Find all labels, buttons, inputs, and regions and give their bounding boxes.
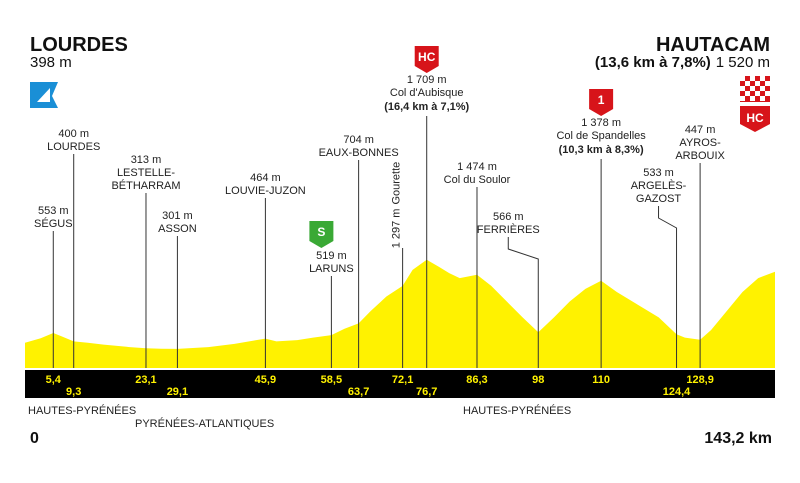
km-label: 23,1: [135, 374, 156, 386]
waypoint-altitude: 519 m: [316, 250, 347, 262]
waypoint-altitude: 704 m: [343, 134, 374, 146]
finish-km: 143,2 km: [704, 430, 772, 447]
climb-badge-shape: [414, 46, 439, 73]
waypoint-name: FERRIÈRES: [477, 223, 540, 236]
start-altitude: 398 m: [30, 54, 72, 71]
waypoint-altitude: 1 378 m: [581, 117, 621, 129]
km-label: 63,7: [348, 386, 369, 398]
region-label: HAUTES-PYRÉNÉES: [28, 404, 136, 417]
waypoint-label: 1 297 m Gourette: [391, 162, 403, 249]
leader-line: [507, 237, 539, 368]
climb-badge: 1: [598, 93, 605, 107]
region-label: PYRÉNÉES-ATLANTIQUES: [135, 417, 274, 430]
waypoint-altitude: 1 709 m: [407, 74, 447, 86]
climb-badge-shape: [589, 89, 614, 116]
km-label: 124,4: [663, 386, 691, 398]
waypoint-name: LESTELLE-: [117, 167, 175, 179]
climb-badge: HC: [418, 50, 436, 64]
finish-badge: HC: [746, 111, 764, 125]
km-label: 98: [532, 374, 544, 386]
km-label: 9,3: [66, 386, 81, 398]
waypoint-name: Col d'Aubisque: [390, 87, 464, 99]
finish-name: HAUTACAM: [656, 34, 770, 56]
start-name: LOURDES: [30, 34, 128, 56]
waypoint-name: SÉGUS: [34, 217, 73, 230]
km-label: 5,4: [46, 374, 62, 386]
waypoint-altitude: 1 297 m: [391, 209, 403, 249]
start-flag-arrow: [37, 88, 50, 102]
waypoint-name: ARGELÈS-: [631, 179, 687, 192]
waypoint-name: LOURDES: [47, 141, 100, 153]
km-label: 72,1: [392, 374, 413, 386]
finish-info: (13,6 km à 7,8%) 1 520 m: [595, 54, 770, 71]
waypoint-name: EAUX-BONNES: [319, 147, 399, 159]
finish-flag: [740, 76, 770, 102]
km-label: 128,9: [686, 374, 714, 386]
waypoint-name: ARBOUIX: [675, 150, 725, 162]
waypoint-name: GAZOST: [636, 193, 682, 205]
km-label: 76,7: [416, 386, 437, 398]
waypoint-altitude: 447 m: [685, 124, 716, 136]
waypoint-altitude: 313 m: [131, 154, 162, 166]
waypoint-altitude: 1 474 m: [457, 161, 497, 173]
waypoint-altitude: 533 m: [643, 167, 674, 179]
km-label: 45,9: [255, 374, 276, 386]
km-label: 86,3: [466, 374, 487, 386]
waypoint-name: Gourette: [391, 162, 403, 205]
waypoint-name: BÉTHARRAM: [111, 179, 180, 192]
waypoint-name: ASSON: [158, 223, 197, 235]
km-label: 110: [592, 374, 610, 386]
finish-altitude: 1 520 m: [716, 54, 770, 71]
climb-badge-shape: [309, 221, 334, 248]
waypoint-name: Col du Soulor: [444, 174, 511, 186]
leader-line: [658, 206, 678, 368]
waypoint-altitude: 400 m: [58, 128, 89, 140]
elevation-profile: [25, 259, 775, 368]
waypoint-climb: (16,4 km à 7,1%): [384, 101, 469, 113]
km-label: 29,1: [167, 386, 188, 398]
waypoint-name: LOUVIE-JUZON: [225, 185, 306, 197]
finish-climb: (13,6 km à 7,8%): [595, 54, 711, 71]
waypoint-altitude: 553 m: [38, 205, 69, 217]
waypoint-altitude: 566 m: [493, 211, 524, 223]
finish-badge-shape: [740, 106, 770, 132]
climb-badge: S: [317, 225, 325, 239]
waypoint-name: LARUNS: [309, 263, 354, 275]
start-km: 0: [30, 430, 39, 447]
km-label: 58,5: [321, 374, 342, 386]
waypoint-name: Col de Spandelles: [556, 130, 646, 142]
waypoint-altitude: 301 m: [162, 210, 193, 222]
km-band: [25, 370, 775, 398]
region-label: HAUTES-PYRÉNÉES: [463, 404, 571, 417]
waypoint-altitude: 464 m: [250, 172, 281, 184]
waypoint-climb: (10,3 km à 8,3%): [559, 144, 644, 156]
waypoint-name: AYROS-: [679, 137, 721, 149]
